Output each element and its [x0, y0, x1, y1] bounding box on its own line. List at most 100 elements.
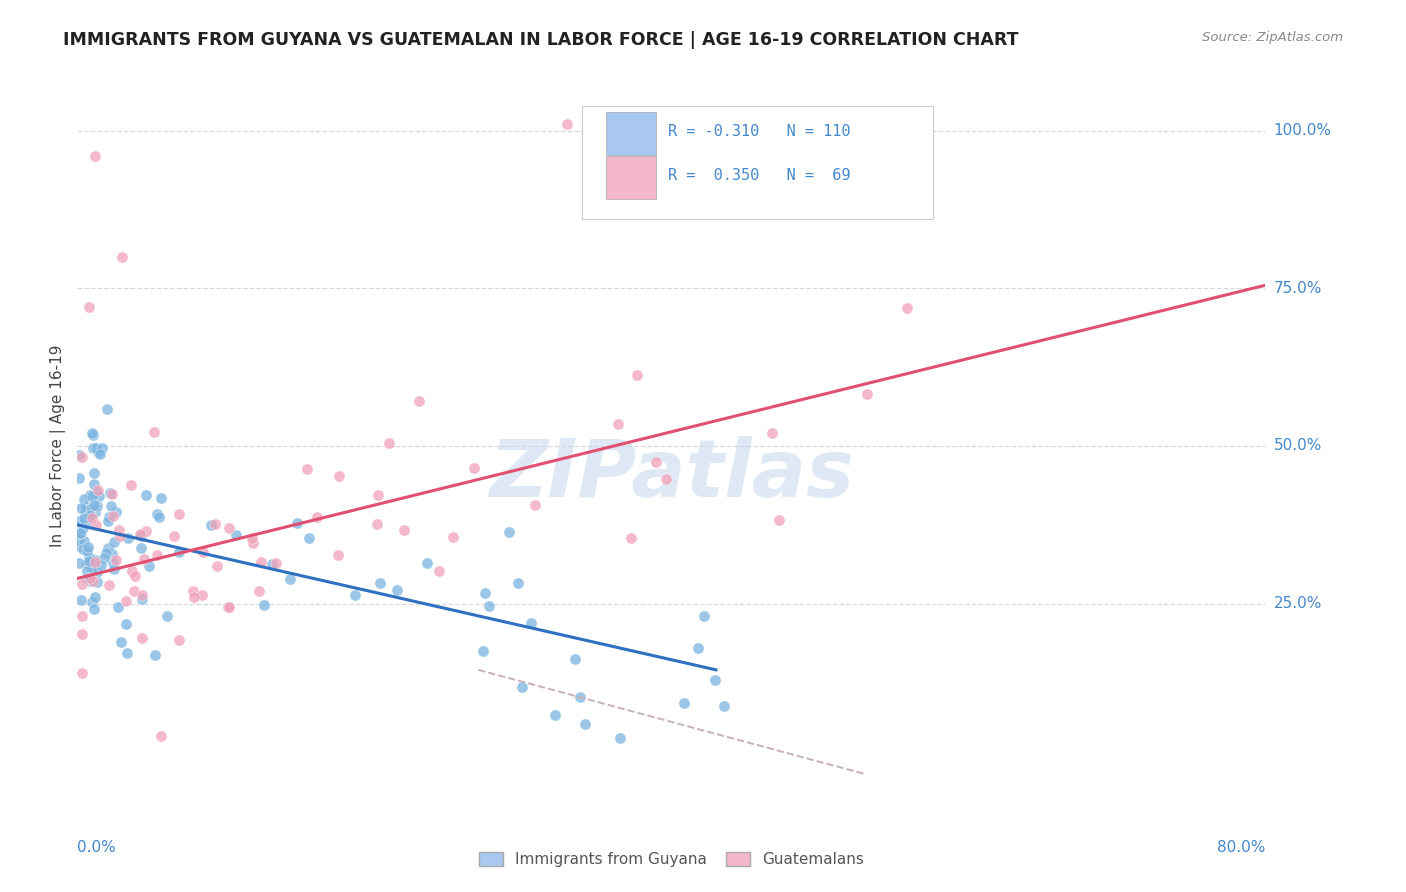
- Text: R =  0.350   N =  69: R = 0.350 N = 69: [668, 168, 851, 183]
- FancyBboxPatch shape: [606, 155, 657, 199]
- Point: [100, 547, 122, 561]
- Point: [72, 542, 94, 557]
- Point: [70, 666, 93, 681]
- Point: [193, 545, 215, 559]
- Point: [93, 551, 115, 566]
- Y-axis label: In Labor Force | Age 16-19: In Labor Force | Age 16-19: [51, 344, 66, 548]
- Point: [370, 575, 392, 590]
- Point: [83, 505, 105, 519]
- Point: [73, 491, 96, 506]
- Point: [131, 541, 153, 555]
- Point: [72, 521, 94, 535]
- Legend: Immigrants from Guyana, Guatemalans: Immigrants from Guyana, Guatemalans: [472, 847, 870, 873]
- Point: [80, 562, 103, 576]
- Point: [498, 525, 520, 540]
- Point: [169, 545, 191, 559]
- Point: [79, 508, 101, 522]
- Point: [84, 484, 107, 499]
- Point: [506, 575, 529, 590]
- Point: [70, 526, 93, 541]
- Point: [115, 646, 138, 660]
- Point: [626, 368, 648, 382]
- Point: [510, 680, 533, 694]
- Point: [472, 643, 495, 657]
- Point: [79, 502, 101, 516]
- Point: [122, 583, 145, 598]
- Point: [110, 635, 132, 649]
- Point: [98, 509, 121, 524]
- Point: [84, 149, 107, 163]
- Point: [84, 590, 107, 604]
- Point: [672, 696, 695, 710]
- Point: [149, 491, 172, 505]
- Text: 100.0%: 100.0%: [1274, 123, 1331, 138]
- Point: [855, 386, 877, 401]
- Point: [79, 574, 101, 588]
- Point: [163, 529, 186, 543]
- Point: [120, 478, 142, 492]
- Point: [768, 513, 790, 527]
- Point: [108, 529, 131, 543]
- Point: [655, 472, 678, 486]
- Point: [94, 546, 117, 560]
- Point: [408, 394, 430, 409]
- Point: [69, 539, 91, 553]
- Point: [156, 608, 179, 623]
- Point: [82, 574, 104, 588]
- Point: [131, 632, 153, 646]
- Point: [557, 117, 579, 131]
- Point: [441, 530, 464, 544]
- Point: [89, 447, 111, 461]
- Point: [82, 559, 104, 574]
- Text: ZIPatlas: ZIPatlas: [489, 436, 853, 515]
- Point: [98, 486, 121, 500]
- Point: [111, 250, 134, 264]
- Point: [70, 627, 93, 641]
- Point: [84, 517, 107, 532]
- Point: [385, 582, 408, 597]
- Point: [124, 568, 146, 582]
- Point: [77, 300, 100, 314]
- Point: [713, 699, 735, 714]
- Point: [474, 586, 496, 600]
- Point: [298, 531, 321, 545]
- Point: [200, 518, 222, 533]
- Point: [427, 565, 450, 579]
- Point: [307, 510, 329, 524]
- Point: [83, 555, 105, 569]
- Point: [167, 633, 190, 648]
- Point: [67, 448, 90, 462]
- Point: [67, 514, 90, 528]
- Point: [564, 652, 586, 666]
- Point: [128, 527, 150, 541]
- FancyBboxPatch shape: [582, 106, 932, 219]
- Point: [98, 578, 121, 592]
- Point: [100, 499, 122, 513]
- Point: [79, 571, 101, 585]
- Point: [204, 517, 226, 532]
- Point: [343, 588, 366, 602]
- Point: [240, 532, 263, 546]
- Point: [75, 505, 97, 519]
- Point: [328, 469, 350, 483]
- Point: [76, 570, 98, 584]
- Point: [101, 509, 124, 524]
- Point: [115, 593, 138, 607]
- Point: [70, 592, 93, 607]
- Point: [70, 500, 93, 515]
- Point: [692, 609, 714, 624]
- Point: [574, 717, 596, 731]
- Point: [218, 600, 240, 615]
- Text: R = -0.310   N = 110: R = -0.310 N = 110: [668, 124, 851, 139]
- Point: [645, 455, 668, 469]
- Point: [132, 552, 155, 566]
- Point: [524, 498, 547, 512]
- Point: [143, 648, 166, 662]
- Point: [167, 508, 190, 522]
- Point: [103, 535, 125, 549]
- Text: 0.0%: 0.0%: [77, 840, 117, 855]
- Point: [266, 556, 288, 570]
- Point: [149, 730, 172, 744]
- Point: [86, 565, 108, 579]
- Point: [115, 617, 138, 632]
